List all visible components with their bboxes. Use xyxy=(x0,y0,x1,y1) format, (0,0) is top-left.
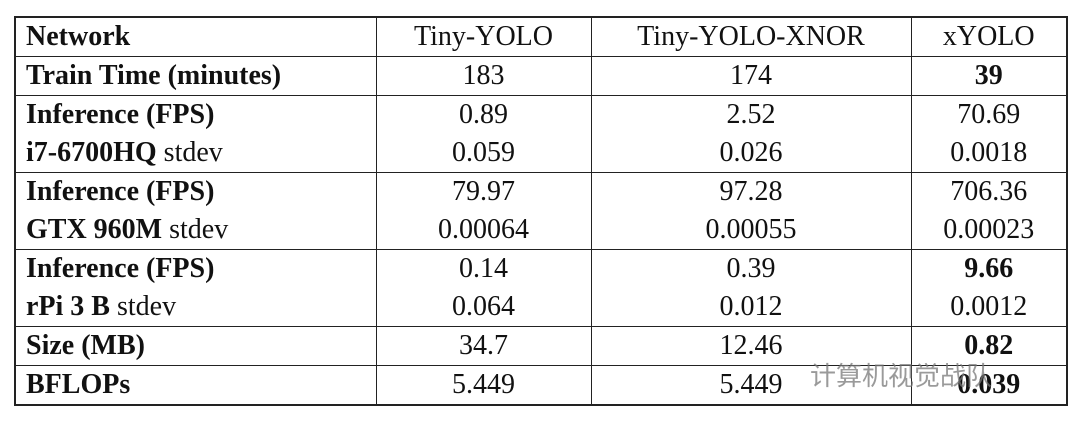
table-cell: 79.97 xyxy=(375,172,591,211)
label-bold: i7-6700HQ xyxy=(26,137,157,168)
label-bold: Size (MB) xyxy=(26,330,145,361)
row-group: Inference (FPS) 0.14 0.39 9.66 rPi 3 B stdev… xyxy=(15,249,1067,327)
table-cell: 0.14 xyxy=(375,249,591,288)
table-row: rPi 3 B stdev 0.064 0.012 0.0012 xyxy=(15,288,1067,327)
row-label: BFLOPs xyxy=(15,366,376,406)
table-header: Network Tiny-YOLO Tiny-YOLO-XNOR xYOLO xyxy=(15,17,1067,57)
table-cell: 0.00023 xyxy=(910,211,1067,250)
label-normal: stdev xyxy=(163,137,223,168)
table-cell: 39 xyxy=(910,56,1067,96)
header-cell: Tiny-YOLO xyxy=(375,17,591,57)
table-cell: 0.026 xyxy=(590,134,911,173)
row-label: Inference (FPS) xyxy=(15,96,376,135)
label-bold: Train Time (minutes) xyxy=(26,60,282,91)
table-cell: 0.012 xyxy=(590,288,911,327)
table-row: Train Time (minutes) 183 174 39 xyxy=(15,56,1067,96)
table-cell: 0.00055 xyxy=(590,211,911,250)
table-cell: 706.36 xyxy=(910,172,1067,211)
label-bold: GTX 960M xyxy=(26,214,163,245)
table-cell: 2.52 xyxy=(590,95,911,134)
row-label: Inference (FPS) xyxy=(15,173,376,212)
results-table: Network Tiny-YOLO Tiny-YOLO-XNOR xYOLO Trai… xyxy=(14,16,1068,406)
row-label: Train Time (minutes) xyxy=(15,57,376,96)
label-bold: Inference (FPS) xyxy=(26,253,215,284)
table-row: BFLOPs 5.449 5.449 0.039 xyxy=(15,365,1067,406)
row-group: Train Time (minutes) 183 174 39 xyxy=(15,56,1067,96)
table-row: Size (MB) 34.7 12.46 0.82 xyxy=(15,326,1067,366)
table-cell: 12.46 xyxy=(590,326,911,366)
table-cell: 174 xyxy=(590,56,911,96)
row-group: Inference (FPS) 0.89 2.52 70.69 i7-6700HQ st… xyxy=(15,95,1067,173)
table-cell: 70.69 xyxy=(910,95,1067,134)
row-label: Size (MB) xyxy=(15,327,376,366)
table-cell: 0.82 xyxy=(910,326,1067,366)
table-cell: 34.7 xyxy=(375,326,591,366)
table-cell: 0.39 xyxy=(590,249,911,288)
table-cell: 97.28 xyxy=(590,172,911,211)
table-cell: 0.059 xyxy=(375,134,591,173)
row-label: Inference (FPS) xyxy=(15,250,376,289)
table-row: GTX 960M stdev 0.00064 0.00055 0.00023 xyxy=(15,211,1067,250)
row-label: i7-6700HQ stdev xyxy=(15,134,376,173)
table-cell: 0.039 xyxy=(910,365,1067,405)
label-bold: rPi 3 B xyxy=(26,291,110,322)
label-normal: stdev xyxy=(117,291,177,322)
row-group: BFLOPs 5.449 5.449 0.039 xyxy=(15,365,1067,406)
table-cell: 0.00064 xyxy=(375,211,591,250)
table-cell: 183 xyxy=(375,56,591,96)
header-cell: Tiny-YOLO-XNOR xyxy=(590,17,911,57)
table-row: Inference (FPS) 0.89 2.52 70.69 xyxy=(15,95,1067,135)
header-row: Network Tiny-YOLO Tiny-YOLO-XNOR xYOLO xyxy=(15,17,1067,57)
row-label: rPi 3 B stdev xyxy=(15,288,376,327)
row-label: GTX 960M stdev xyxy=(15,211,376,250)
table-cell: 5.449 xyxy=(590,365,911,405)
table-cell: 9.66 xyxy=(910,249,1067,288)
table-cell: 0.89 xyxy=(375,95,591,134)
label-bold: Inference (FPS) xyxy=(26,176,215,207)
row-group: Inference (FPS) 79.97 97.28 706.36 GTX 960M … xyxy=(15,172,1067,250)
table-cell: 5.449 xyxy=(375,365,591,405)
label-bold: Inference (FPS) xyxy=(26,99,215,130)
watermark: 计算机视觉战队 xyxy=(810,362,993,392)
table-row: Inference (FPS) 79.97 97.28 706.36 xyxy=(15,172,1067,212)
table-cell: 0.0018 xyxy=(910,134,1067,173)
row-group: Size (MB) 34.7 12.46 0.82 xyxy=(15,326,1067,366)
table-cell: 0.064 xyxy=(375,288,591,327)
table-row: Inference (FPS) 0.14 0.39 9.66 xyxy=(15,249,1067,289)
table-cell: 0.0012 xyxy=(910,288,1067,327)
table-row: i7-6700HQ stdev 0.059 0.026 0.0018 xyxy=(15,134,1067,173)
header-cell: xYOLO xyxy=(910,17,1067,57)
header-cell: Network xyxy=(26,21,131,52)
label-bold: BFLOPs xyxy=(26,369,131,400)
label-normal: stdev xyxy=(169,214,229,245)
